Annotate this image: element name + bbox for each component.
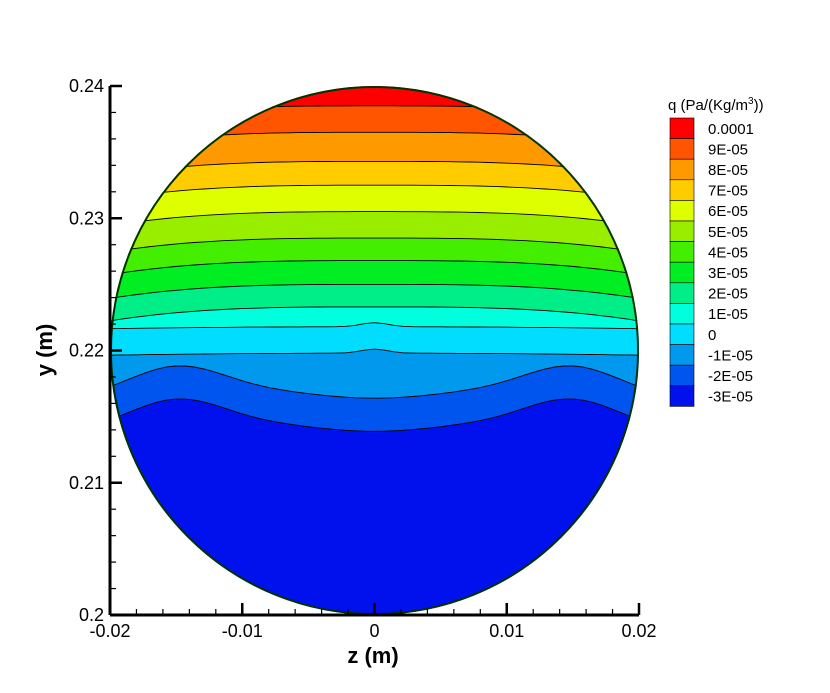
contour-band	[110, 185, 639, 230]
x-axis-ticks: -0.02 -0.01 0 0.01 0.02	[89, 603, 657, 641]
legend-label: 0.0001	[708, 121, 754, 138]
x-tick-label: -0.02	[89, 621, 130, 641]
legend-swatch	[669, 138, 695, 160]
contour-line	[110, 283, 639, 303]
contour-bands	[110, 86, 639, 615]
y-axis-ticks: 0.2 0.21 0.22 0.23 0.24	[69, 76, 122, 625]
legend-label: 2E-05	[708, 286, 748, 303]
contour-band	[110, 86, 639, 124]
contour-band	[110, 399, 639, 615]
legend-label: -2E-05	[708, 368, 753, 385]
legend-swatch	[669, 303, 695, 325]
contour-line	[110, 322, 639, 330]
y-tick-label: 0.22	[69, 341, 104, 361]
legend-label: -1E-05	[708, 347, 753, 364]
contour-band	[110, 284, 639, 325]
legend-title-suffix: ))	[754, 97, 764, 114]
legend-label: 9E-05	[708, 141, 748, 158]
contour-line	[110, 260, 639, 279]
y-tick-label: 0.23	[69, 208, 104, 228]
contour-band	[110, 132, 639, 179]
x-tick-label: 0	[369, 621, 379, 641]
legend-swatch	[669, 179, 695, 201]
legend-swatch	[669, 158, 695, 181]
legend: q (Pa/(Kg/m3)) 0.0001 9E-05 8E-05 7E-05 6E-0…	[668, 96, 764, 407]
legend-label: 7E-05	[708, 183, 748, 200]
legend-items: 0.0001 9E-05 8E-05 7E-05 6E-05 5E-05 4E-05 3E-0…	[669, 117, 754, 407]
legend-swatch	[669, 241, 695, 263]
legend-swatch	[669, 200, 695, 222]
legend-swatch	[669, 364, 695, 387]
contour-line	[110, 348, 639, 356]
legend-swatch	[669, 220, 695, 242]
contour-band	[110, 211, 639, 256]
legend-swatch	[669, 344, 695, 366]
x-axis-title: z (m)	[347, 643, 398, 668]
y-tick-label: 0.2	[79, 605, 104, 625]
y-axis-title: y (m)	[32, 324, 57, 377]
legend-swatch	[669, 117, 695, 139]
legend-label: -3E-05	[708, 389, 753, 406]
contour-line	[110, 398, 639, 432]
contour-line	[110, 365, 639, 399]
legend-title-main: q (Pa/(Kg/m	[668, 97, 748, 114]
legend-swatch	[669, 323, 695, 345]
x-tick-label: 0.01	[489, 621, 524, 641]
contour-band	[110, 161, 639, 203]
legend-title: q (Pa/(Kg/m3))	[668, 96, 764, 114]
legend-label: 1E-05	[708, 306, 748, 323]
y-tick-label: 0.24	[69, 76, 104, 96]
contour-band	[110, 366, 639, 432]
legend-title-superscript: 3	[748, 96, 754, 107]
legend-swatch	[669, 261, 695, 284]
legend-label: 4E-05	[708, 244, 748, 261]
legend-label: 5E-05	[708, 224, 748, 241]
legend-swatch	[669, 282, 695, 304]
contour-line	[110, 237, 639, 256]
legend-label: 0	[708, 327, 716, 344]
x-tick-label: 0.02	[621, 621, 656, 641]
contour-line	[110, 184, 639, 204]
contour-line	[110, 306, 639, 325]
contour-line	[110, 211, 639, 230]
legend-swatch	[669, 385, 695, 407]
contour-band	[110, 306, 639, 329]
legend-label: 8E-05	[708, 162, 748, 179]
contour-band	[110, 322, 639, 356]
contour-band	[110, 349, 639, 399]
x-tick-label: -0.01	[222, 621, 263, 641]
legend-label: 6E-05	[708, 203, 748, 220]
y-tick-label: 0.21	[69, 473, 104, 493]
contour-band	[110, 260, 639, 302]
contour-band	[110, 238, 639, 278]
legend-label: 3E-05	[708, 265, 748, 282]
